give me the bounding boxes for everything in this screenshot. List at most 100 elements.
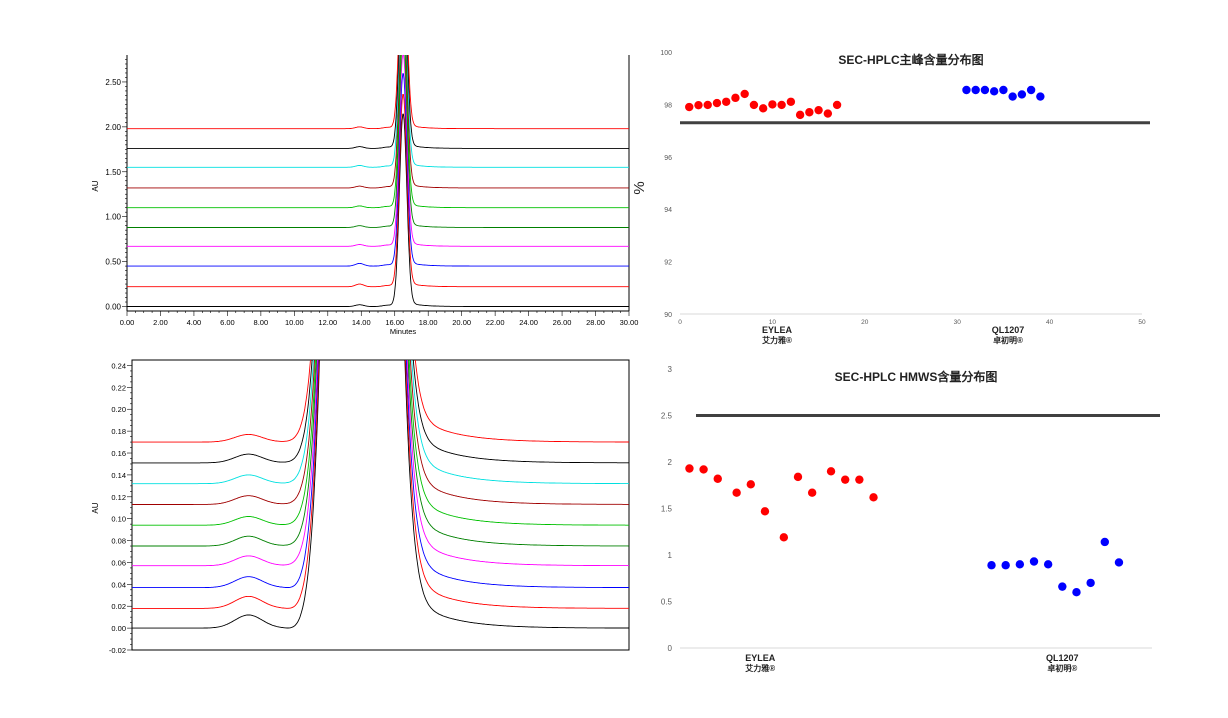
zoom-trace-5	[132, 360, 629, 547]
y-tick-label: 0.24	[111, 361, 126, 370]
eylea-point	[712, 98, 722, 108]
y-tick-label: 98	[664, 102, 672, 109]
chromatogram-full-svg: 0.00 0.50 1.00 1.50 2.00 2.50 0.00 2.00 4.00 6.00…	[91, 55, 638, 336]
x-tick-label: 2.00	[153, 318, 168, 327]
eylea-point	[841, 475, 850, 484]
y-tick-label: 2.50	[105, 78, 121, 87]
ql1207-point	[1043, 560, 1053, 569]
y-tick-label: 0.02	[111, 602, 126, 611]
eylea-point	[749, 100, 759, 110]
x-tick-label: 6.00	[220, 318, 235, 327]
eylea-point	[758, 104, 768, 113]
zoom-trace-9	[132, 360, 629, 464]
eylea-point	[760, 507, 770, 516]
category-label-2: QL1207	[1046, 653, 1079, 663]
chromatogram-trace-1	[127, 113, 629, 307]
zoom-trace-6	[132, 360, 629, 526]
eylea-point	[731, 93, 740, 103]
ql1207-point	[1029, 557, 1039, 566]
y-tick-label: 0.14	[111, 471, 126, 480]
eylea-point	[779, 533, 789, 542]
y-tick-label: 0.22	[111, 383, 126, 392]
eylea-point	[703, 100, 712, 110]
eylea-point	[793, 472, 803, 482]
hmws-scatter: SEC-HPLC HMWS含量分布图 0 0.5 1 1.5 2 2.5 3 EYLEA 艾力雅®…	[630, 355, 1170, 680]
y-tick-label: 0.5	[661, 598, 673, 607]
ql1207-point	[1058, 582, 1067, 591]
y-tick-label: 96	[664, 155, 672, 162]
y-tick-label: 0.00	[105, 303, 121, 312]
zoom-trace-3	[132, 360, 629, 589]
chromatogram-trace-2	[127, 93, 629, 288]
y-tick-label: 0.08	[111, 537, 126, 546]
category-sublabel-1: 艾力雅®	[762, 335, 792, 345]
chromatogram-trace-6	[127, 55, 629, 209]
eylea-point	[826, 467, 836, 476]
eylea-point	[823, 109, 833, 118]
x-tick-label: 8.00	[254, 318, 269, 327]
eylea-point	[805, 108, 814, 117]
y-tick-label: 0.50	[105, 258, 121, 267]
category-sublabel-1: 艾力雅®	[745, 663, 775, 673]
y-tick-label: 1.50	[105, 168, 121, 177]
zoom-trace-1	[132, 360, 629, 629]
x-tick-label: 0	[678, 319, 682, 326]
zoom-trace-2	[132, 360, 629, 609]
category-sublabel-2: 卓初明®	[993, 335, 1023, 345]
eylea-point	[869, 493, 878, 502]
category-label-1: EYLEA	[745, 653, 776, 663]
eylea-point	[807, 488, 817, 497]
y-tick-label: 1.5	[661, 505, 673, 514]
eylea-point	[713, 474, 722, 483]
eylea-point	[855, 475, 864, 484]
ql1207-point	[987, 561, 996, 570]
ql1207-point	[1017, 90, 1027, 99]
eylea-point	[814, 105, 823, 115]
y-tick-label: 94	[664, 207, 672, 214]
chromatogram-trace-3	[127, 73, 629, 267]
eylea-point	[740, 89, 749, 99]
x-tick-label: 16.00	[385, 318, 404, 327]
y-tick-label: 2.00	[105, 123, 121, 132]
chromatogram-trace-8	[127, 55, 629, 168]
ql1207-point	[1036, 92, 1045, 101]
ql1207-point	[1086, 578, 1095, 588]
eylea-point	[732, 488, 741, 497]
x-axis-label: Minutes	[390, 327, 417, 336]
y-tick-label: 1.00	[105, 213, 121, 222]
eylea-point	[699, 465, 708, 474]
chromatogram-trace-7	[127, 55, 629, 189]
eylea-point	[685, 464, 694, 473]
y-tick-label: 2	[668, 458, 673, 467]
ql1207-point	[1072, 588, 1081, 597]
x-tick-label: 14.00	[352, 318, 371, 327]
x-tick-label: 4.00	[187, 318, 202, 327]
y-tick-label: 0.04	[111, 580, 126, 589]
zoom-trace-7	[132, 360, 629, 505]
chart-title: SEC-HPLC主峰含量分布图	[838, 52, 983, 67]
eylea-point	[795, 110, 805, 120]
chromatogram-full: 0.00 0.50 1.00 1.50 2.00 2.50 0.00 2.00 4.00 6.00…	[80, 45, 640, 355]
trace-group	[127, 55, 629, 307]
trace-group	[132, 360, 629, 629]
x-tick-label: 24.00	[519, 318, 538, 327]
category-sublabel-2: 卓初明®	[1047, 663, 1077, 673]
y-axis-label: AU	[91, 502, 100, 513]
main-peak-scatter-svg: SEC-HPLC主峰含量分布图 90 92 94 96 98 100 0 10 20 30 40 50%…	[631, 50, 1150, 345]
x-tick-label: 20.00	[452, 318, 471, 327]
x-tick-label: 10.00	[285, 318, 304, 327]
chromatogram-trace-4	[127, 55, 629, 247]
y-tick-label: 0.12	[111, 493, 126, 502]
y-tick-label: 0.06	[111, 558, 126, 567]
y-tick-label: 90	[664, 312, 672, 319]
x-tick-label: 0.00	[120, 318, 135, 327]
y-tick-label: -0.02	[109, 646, 126, 655]
y-tick-label: 100	[660, 50, 672, 57]
eylea-point	[832, 100, 842, 110]
eylea-point	[694, 100, 703, 110]
ql1207-point	[989, 87, 999, 96]
chromatogram-trace-10	[127, 55, 629, 130]
ql1207-point	[971, 85, 980, 95]
y-tick-label: 0.16	[111, 449, 126, 458]
y-axis-label: AU	[91, 180, 100, 191]
